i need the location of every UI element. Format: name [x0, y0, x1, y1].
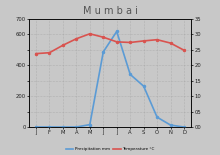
Legend: Precipitation mm, Temperature °C: Precipitation mm, Temperature °C: [64, 146, 156, 153]
Title: M u m b a i: M u m b a i: [82, 7, 138, 16]
